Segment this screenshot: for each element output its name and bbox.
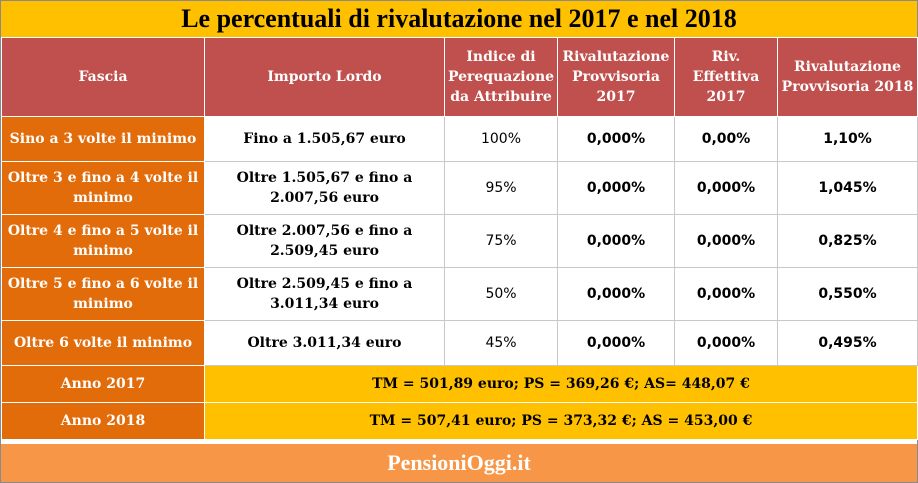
column-header-importo: Importo Lordo	[204, 37, 445, 117]
indice-cell: 75%	[444, 214, 558, 268]
fascia-cell: Oltre 5 e fino a 6 volte il minimo	[1, 267, 205, 321]
source-footer: PensioniOggi.it	[1, 444, 917, 482]
prov2018-cell: 1,10%	[777, 116, 918, 162]
importo-cell: Oltre 1.505,67 e fino a 2.007,56 euro	[204, 161, 445, 215]
table-row: Oltre 3 e fino a 4 volte il minimo Oltre…	[1, 161, 918, 215]
fascia-cell: Oltre 4 e fino a 5 volte il minimo	[1, 214, 205, 268]
column-header-indice: Indice di Perequazione da Attribuire	[444, 37, 558, 117]
year-row-2018: Anno 2018 TM = 507,41 euro; PS = 373,32 …	[1, 402, 918, 440]
column-header-eff2017: Riv. Effettiva 2017	[674, 37, 778, 117]
importo-cell: Oltre 2.007,56 e fino a 2.509,45 euro	[204, 214, 445, 268]
year-label: Anno 2017	[1, 365, 205, 403]
eff2017-cell: 0,00%	[674, 116, 778, 162]
prov2017-cell: 0,000%	[557, 320, 675, 366]
column-header-prov2017: Rivalutazione Provvisoria 2017	[557, 37, 675, 117]
page-title: Le percentuali di rivalutazione nel 2017…	[1, 1, 917, 37]
fascia-cell: Oltre 6 volte il minimo	[1, 320, 205, 366]
column-header-prov2018: Rivalutazione Provvisoria 2018	[777, 37, 918, 117]
table-row: Oltre 6 volte il minimo Oltre 3.011,34 e…	[1, 320, 918, 366]
prov2018-cell: 0,495%	[777, 320, 918, 366]
prov2017-cell: 0,000%	[557, 116, 675, 162]
importo-cell: Oltre 2.509,45 e fino a 3.011,34 euro	[204, 267, 445, 321]
indice-cell: 50%	[444, 267, 558, 321]
eff2017-cell: 0,000%	[674, 161, 778, 215]
indice-cell: 95%	[444, 161, 558, 215]
prov2017-cell: 0,000%	[557, 214, 675, 268]
year-label: Anno 2018	[1, 402, 205, 440]
prov2018-cell: 1,045%	[777, 161, 918, 215]
eff2017-cell: 0,000%	[674, 320, 778, 366]
prov2017-cell: 0,000%	[557, 267, 675, 321]
header-row: Fascia Importo Lordo Indice di Perequazi…	[1, 37, 918, 117]
eff2017-cell: 0,000%	[674, 214, 778, 268]
table-row: Oltre 4 e fino a 5 volte il minimo Oltre…	[1, 214, 918, 268]
year-values: TM = 507,41 euro; PS = 373,32 €; AS = 45…	[204, 402, 918, 440]
eff2017-cell: 0,000%	[674, 267, 778, 321]
indice-cell: 45%	[444, 320, 558, 366]
year-row-2017: Anno 2017 TM = 501,89 euro; PS = 369,26 …	[1, 365, 918, 403]
table-row: Oltre 5 e fino a 6 volte il minimo Oltre…	[1, 267, 918, 321]
prov2018-cell: 0,825%	[777, 214, 918, 268]
table-row: Sino a 3 volte il minimo Fino a 1.505,67…	[1, 116, 918, 162]
indice-cell: 100%	[444, 116, 558, 162]
rivalutazione-table: Fascia Importo Lordo Indice di Perequazi…	[1, 37, 918, 440]
year-values: TM = 501,89 euro; PS = 369,26 €; AS= 448…	[204, 365, 918, 403]
importo-cell: Oltre 3.011,34 euro	[204, 320, 445, 366]
prov2017-cell: 0,000%	[557, 161, 675, 215]
prov2018-cell: 0,550%	[777, 267, 918, 321]
column-header-fascia: Fascia	[1, 37, 205, 117]
importo-cell: Fino a 1.505,67 euro	[204, 116, 445, 162]
fascia-cell: Sino a 3 volte il minimo	[1, 116, 205, 162]
fascia-cell: Oltre 3 e fino a 4 volte il minimo	[1, 161, 205, 215]
